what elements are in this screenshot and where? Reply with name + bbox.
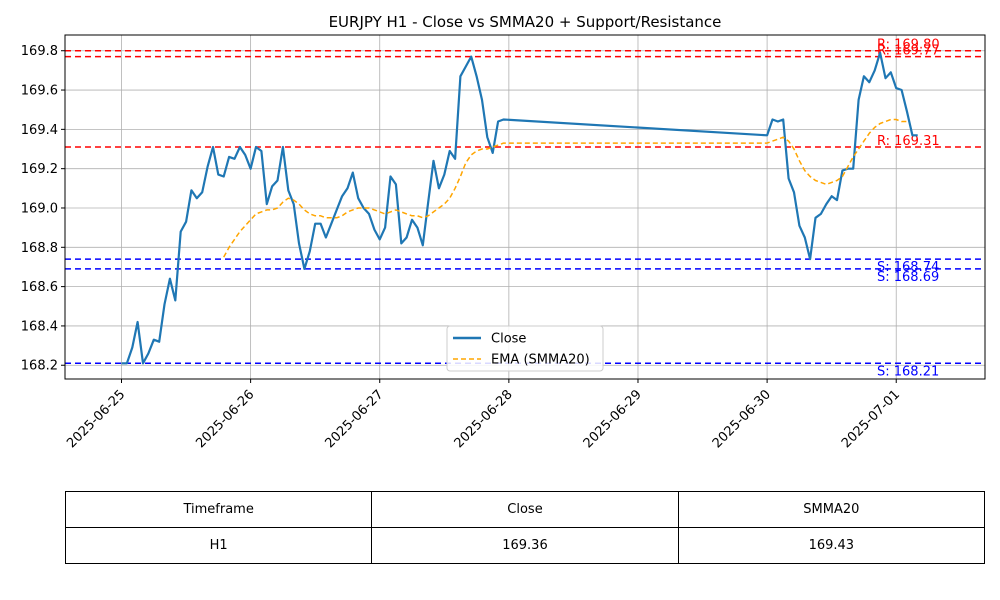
- x-tick-label: 2025-06-27: [323, 387, 387, 451]
- y-tick-label: 169.8: [21, 44, 58, 59]
- legend: Close EMA (SMMA20): [446, 325, 604, 372]
- table-header-row: Timeframe Close SMMA20: [64, 491, 986, 528]
- grid-layer: [65, 35, 985, 379]
- legend-box: [446, 325, 604, 372]
- legend-close-label: Close: [491, 332, 526, 347]
- chart-title: EURJPY H1 - Close vs SMMA20 + Support/Re…: [329, 13, 722, 31]
- support-label: S: 168.69: [877, 270, 939, 285]
- level-layer: R: 169.80R: 169.77R: 169.31S: 168.74S: 1…: [65, 38, 985, 379]
- resistance-label: R: 169.77: [877, 44, 940, 59]
- legend-smma-label: EMA (SMMA20): [491, 353, 590, 368]
- y-tick-label: 169.6: [21, 84, 58, 99]
- x-tick-label: 2025-06-29: [581, 387, 645, 451]
- y-tick-label: 168.2: [21, 359, 58, 374]
- tick-layer: 2025-06-25 2025-06-26 2025-06-27 2025-06-28…: [21, 44, 903, 451]
- y-tick-label: 168.4: [21, 319, 58, 334]
- support-label: S: 168.21: [877, 364, 939, 379]
- support-label: S: 168.74: [877, 260, 939, 275]
- x-tick-label: 2025-06-25: [64, 387, 128, 451]
- resistance-label: R: 169.80: [877, 38, 940, 53]
- x-tick-label: 2025-06-30: [710, 387, 774, 451]
- x-tick-label: 2025-06-28: [452, 387, 516, 451]
- summary-table: Timeframe Close SMMA20 H1 169.36 169.43: [64, 491, 986, 564]
- y-tick-label: 169.2: [21, 162, 58, 177]
- plot-frame: [64, 34, 986, 380]
- table-cell-timeframe: H1: [64, 527, 373, 564]
- x-tick-label: 2025-07-01: [839, 387, 903, 451]
- y-tick-label: 169.4: [21, 123, 58, 138]
- table-header-close: Close: [371, 491, 679, 528]
- resistance-label: R: 169.31: [877, 134, 940, 149]
- y-tick-label: 168.6: [21, 280, 58, 295]
- smma20-line: [223, 118, 907, 258]
- close-line: [121, 51, 918, 365]
- table-header-smma20: SMMA20: [677, 491, 986, 528]
- y-tick-label: 168.8: [21, 241, 58, 256]
- table-cell-smma20: 169.43: [677, 527, 986, 564]
- table-header-timeframe: Timeframe: [64, 491, 373, 528]
- table-row: H1 169.36 169.43: [64, 527, 986, 564]
- chart-svg: EURJPY H1 - Close vs SMMA20 + Support/Re…: [21, 13, 986, 451]
- table-cell-close: 169.36: [371, 527, 679, 564]
- y-tick-label: 169.0: [21, 201, 58, 216]
- x-tick-label: 2025-06-26: [193, 387, 257, 451]
- series-layer: [121, 51, 918, 365]
